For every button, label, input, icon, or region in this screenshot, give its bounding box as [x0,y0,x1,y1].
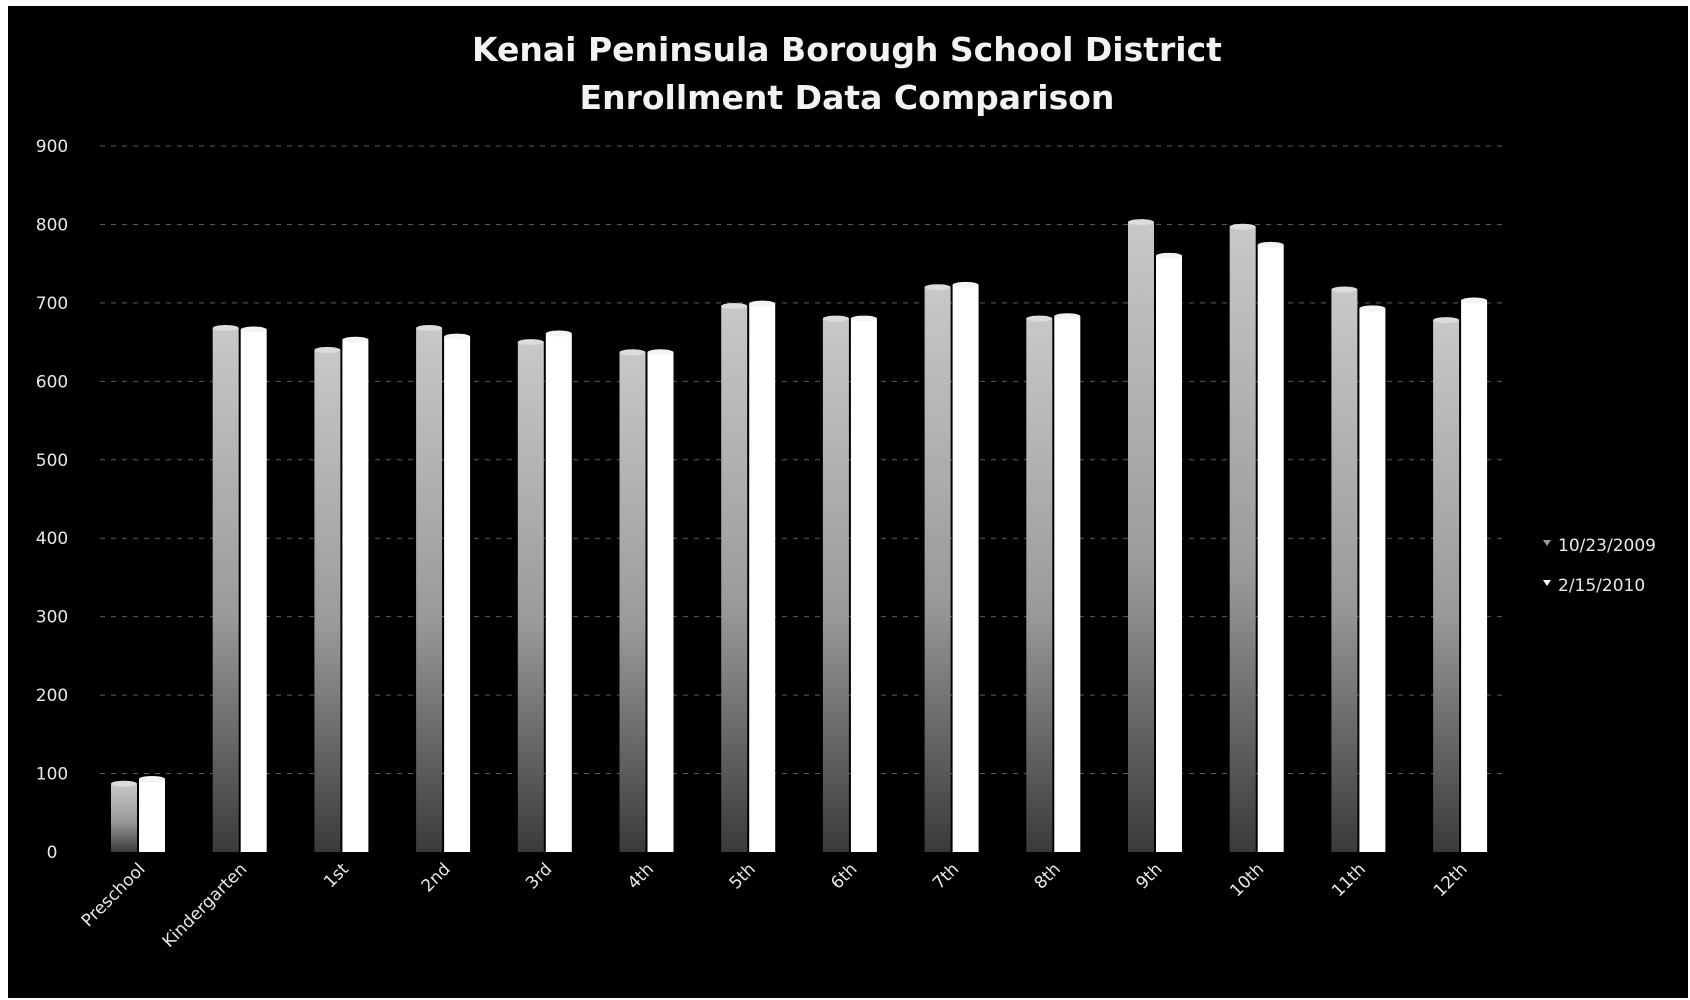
bar-cap-2-preschool [139,776,165,783]
bar-1-kindergarten [212,327,239,853]
y-tick-label-0: 0 [47,843,58,863]
bar-cap-1-2nd [416,324,443,331]
bar-cap-2-4th [647,349,674,356]
bar-1-5th [721,306,748,852]
bar-cap-1-11th [1331,286,1358,293]
bar-cap-1-7th [924,284,951,291]
y-tick-label-600: 600 [36,372,68,392]
chart-title-line-2: Enrollment Data Comparison [580,78,1115,117]
bar-1-11th [1331,289,1358,852]
bar-2-3rd [545,333,572,853]
bar-cap-1-5th [721,303,748,310]
bar-2-10th [1257,244,1284,853]
legend-label-series-2: 2/15/2010 [1558,576,1645,596]
bar-cap-1-12th [1433,317,1460,324]
bar-cap-2-12th [1461,297,1488,304]
bar-cap-2-1st [342,336,369,343]
bar-cap-1-1st [314,346,341,353]
bar-cap-2-3rd [545,330,572,337]
bar-cap-2-8th [1054,313,1081,320]
bar-cap-2-11th [1359,305,1386,312]
bar-2-1st [342,339,369,852]
bar-series [111,219,1488,853]
bar-cap-1-8th [1026,315,1053,322]
bar-1-3rd [517,342,544,852]
bar-2-8th [1054,316,1081,852]
y-tick-label-500: 500 [36,451,68,471]
bar-cap-2-7th [952,281,979,288]
chart-title: Kenai Peninsula Borough School District … [472,30,1222,117]
bar-cap-1-3rd [517,339,544,346]
bar-1-7th [924,287,951,852]
bar-2-7th [952,284,979,852]
bar-2-4th [647,352,674,852]
bar-cap-1-4th [619,349,646,356]
bar-1-8th [1026,318,1053,853]
bar-2-11th [1359,308,1386,852]
bar-cap-1-9th [1128,219,1154,226]
bar-cap-2-kindergarten [240,326,267,333]
y-tick-label-700: 700 [36,294,68,314]
y-tick-label-300: 300 [36,608,68,628]
y-tick-label-900: 900 [36,137,68,157]
bar-2-5th [749,303,776,852]
y-tick-label-400: 400 [36,529,68,549]
legend-marker-series-2 [1543,580,1551,586]
bar-2-12th [1461,300,1488,853]
bar-cap-1-kindergarten [212,324,239,331]
bar-1-2nd [416,327,443,853]
bar-1-9th [1128,222,1154,852]
bar-cap-2-5th [749,300,776,307]
y-tick-label-200: 200 [36,686,68,706]
bar-cap-2-6th [850,315,877,322]
bar-2-6th [850,318,877,853]
bar-1-4th [619,352,646,852]
bar-cap-1-preschool [111,780,137,787]
bar-cap-2-2nd [444,333,471,340]
y-tick-label-800: 800 [36,215,68,235]
bar-cap-2-10th [1257,241,1284,248]
bar-cap-1-6th [822,315,849,322]
bar-2-kindergarten [240,329,267,852]
bar-2-2nd [444,336,471,852]
legend: 10/23/2009 2/15/2010 [1543,536,1656,596]
legend-marker-series-1 [1543,540,1551,546]
bar-2-9th [1156,255,1182,853]
bar-1-1st [314,349,341,852]
bar-cap-2-9th [1156,252,1182,259]
bar-1-10th [1229,226,1256,852]
chart-title-line-1: Kenai Peninsula Borough School District [472,30,1222,69]
bar-1-preschool [111,783,137,852]
bar-2-preschool [139,779,165,852]
y-tick-label-100: 100 [36,765,68,785]
bar-1-6th [822,318,849,853]
bar-cap-1-10th [1229,223,1256,230]
y-axis: 0 100 200 300 400 500 600 700 800 900 [36,137,68,863]
legend-label-series-1: 10/23/2009 [1558,536,1656,556]
bar-1-12th [1433,320,1460,852]
